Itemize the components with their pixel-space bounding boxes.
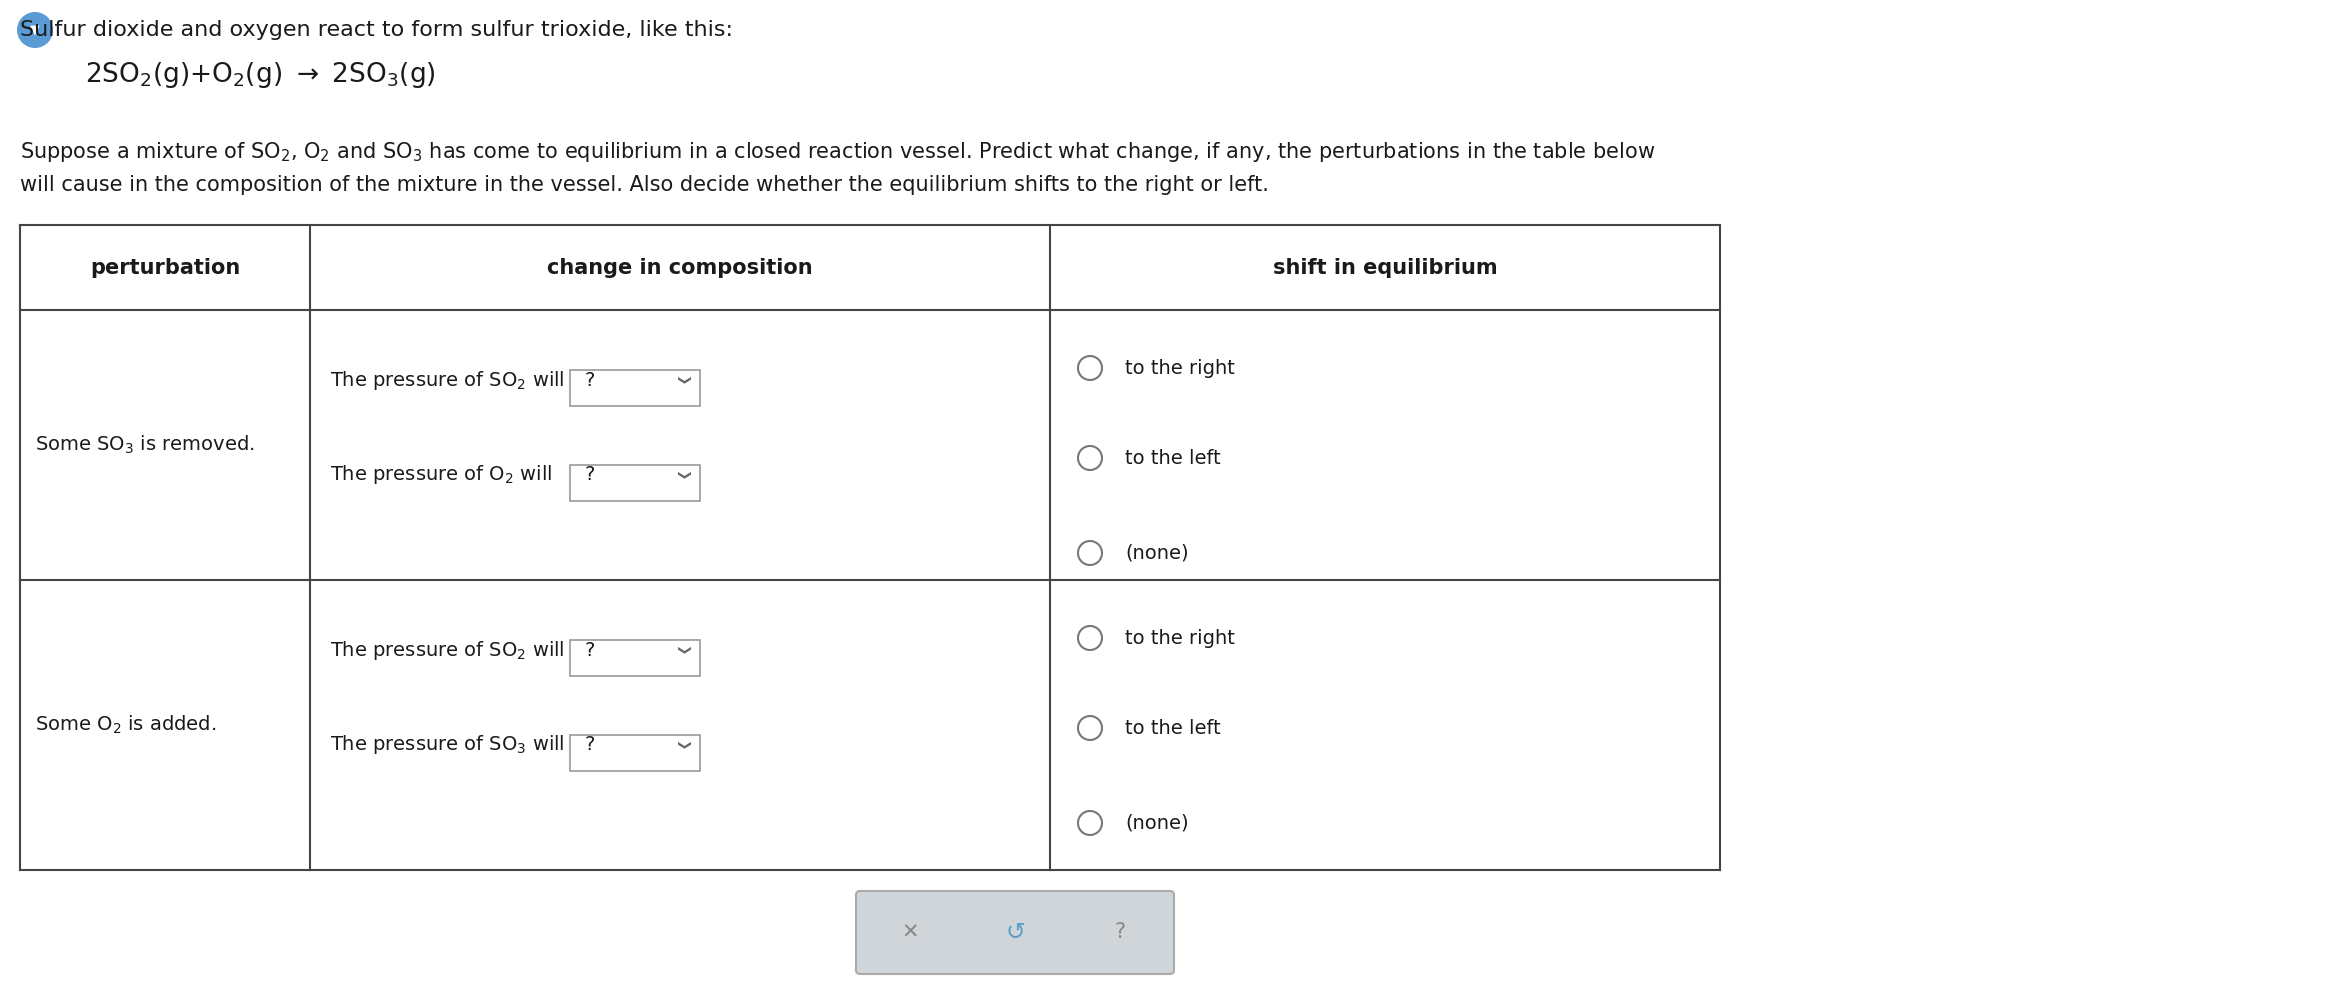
Text: The pressure of $\mathrm{SO}_2$ will: The pressure of $\mathrm{SO}_2$ will bbox=[331, 639, 564, 662]
Text: Sulfur dioxide and oxygen react to form sulfur trioxide, like this:: Sulfur dioxide and oxygen react to form … bbox=[21, 20, 734, 40]
Text: The pressure of $\mathrm{O}_2$ will: The pressure of $\mathrm{O}_2$ will bbox=[331, 463, 552, 486]
Text: ?: ? bbox=[1114, 923, 1125, 942]
Text: perturbation: perturbation bbox=[91, 258, 240, 278]
Text: ↺: ↺ bbox=[1004, 921, 1025, 944]
Text: to the right: to the right bbox=[1125, 629, 1235, 648]
FancyBboxPatch shape bbox=[571, 735, 699, 771]
Text: $2\mathrm{SO}_2(\mathrm{g}){+}\mathrm{O}_2(\mathrm{g})\ {\rightarrow}\ 2\mathrm{: $2\mathrm{SO}_2(\mathrm{g}){+}\mathrm{O}… bbox=[84, 60, 436, 90]
Text: ?: ? bbox=[585, 641, 596, 660]
Text: ❯: ❯ bbox=[676, 375, 687, 385]
Text: to the left: to the left bbox=[1125, 718, 1221, 737]
Text: ❯: ❯ bbox=[676, 740, 687, 750]
Text: shift in equilibrium: shift in equilibrium bbox=[1272, 258, 1498, 278]
Text: Suppose a mixture of $\mathrm{SO}_2$, $\mathrm{O}_2$ and $\mathrm{SO}_3$ has com: Suppose a mixture of $\mathrm{SO}_2$, $\… bbox=[21, 140, 1654, 164]
Text: change in composition: change in composition bbox=[548, 258, 813, 278]
Text: to the left: to the left bbox=[1125, 448, 1221, 467]
Text: ✕: ✕ bbox=[902, 923, 918, 942]
FancyBboxPatch shape bbox=[571, 465, 699, 501]
Text: The pressure of $\mathrm{SO}_3$ will: The pressure of $\mathrm{SO}_3$ will bbox=[331, 733, 564, 757]
Text: to the right: to the right bbox=[1125, 358, 1235, 378]
FancyBboxPatch shape bbox=[571, 370, 699, 406]
Text: ▼: ▼ bbox=[30, 24, 40, 37]
Circle shape bbox=[16, 12, 54, 48]
FancyBboxPatch shape bbox=[855, 891, 1174, 974]
Text: ?: ? bbox=[585, 370, 596, 390]
FancyBboxPatch shape bbox=[571, 640, 699, 676]
Text: ❯: ❯ bbox=[676, 645, 687, 656]
Text: ❯: ❯ bbox=[676, 470, 687, 480]
Text: (none): (none) bbox=[1125, 544, 1188, 562]
Text: The pressure of $\mathrm{SO}_2$ will: The pressure of $\mathrm{SO}_2$ will bbox=[331, 368, 564, 392]
Text: ?: ? bbox=[585, 735, 596, 755]
Text: (none): (none) bbox=[1125, 813, 1188, 832]
Text: will cause in the composition of the mixture in the vessel. Also decide whether : will cause in the composition of the mix… bbox=[21, 175, 1270, 195]
Text: ?: ? bbox=[585, 465, 596, 484]
Text: Some $\mathrm{O}_2$ is added.: Some $\mathrm{O}_2$ is added. bbox=[35, 714, 217, 736]
Text: Some $\mathrm{SO}_3$ is removed.: Some $\mathrm{SO}_3$ is removed. bbox=[35, 434, 254, 456]
